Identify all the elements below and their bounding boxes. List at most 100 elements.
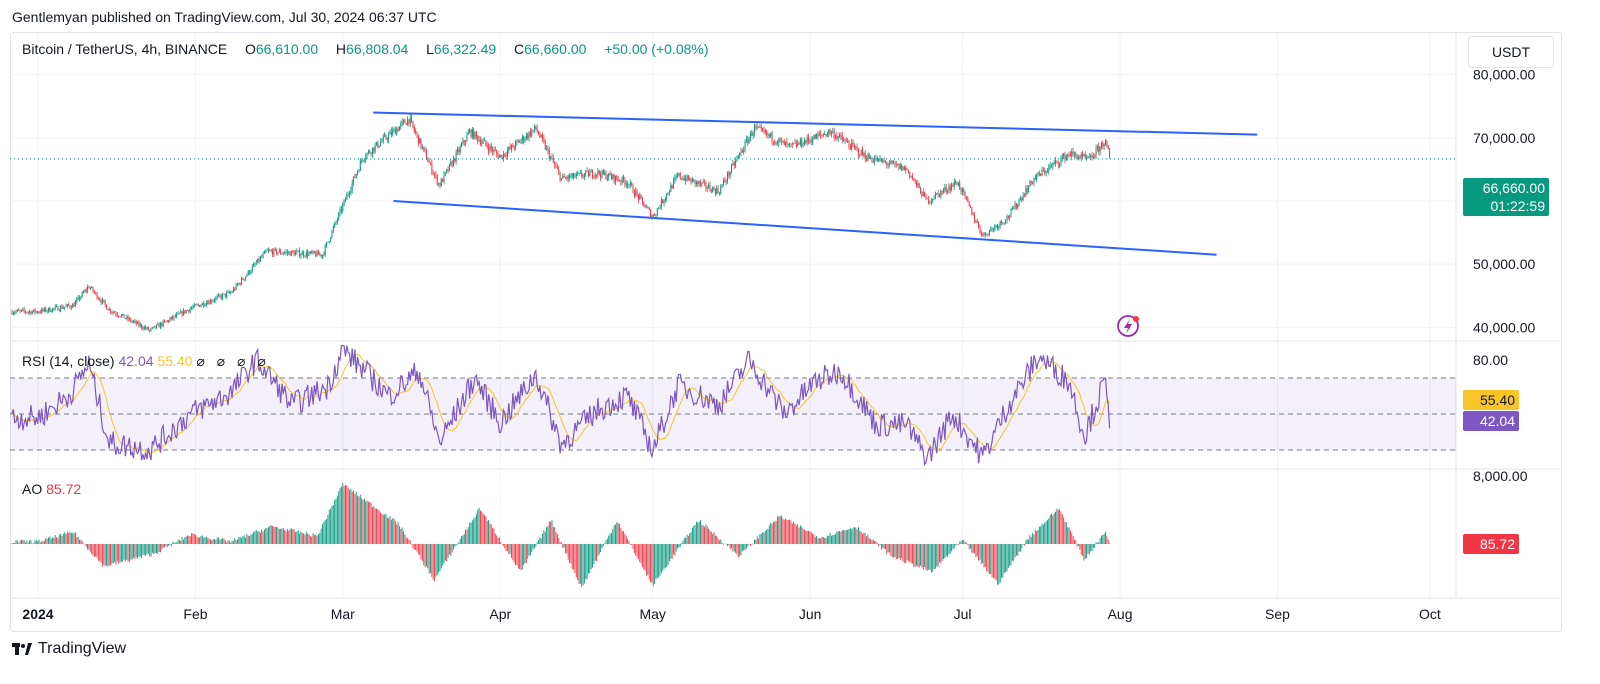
- price-candle: [184, 310, 186, 314]
- ao-bar: [805, 530, 807, 544]
- ao-bar: [508, 544, 510, 554]
- price-candle: [558, 169, 560, 173]
- price-candle: [583, 174, 585, 177]
- hidden-value-icon[interactable]: ⌀ ⌀ ⌀ ⌀: [196, 353, 270, 369]
- price-candle: [477, 135, 479, 141]
- price-candle: [548, 150, 550, 159]
- price-candle: [934, 193, 936, 199]
- ao-bar: [1020, 544, 1021, 552]
- time-axis-tick: Mar: [331, 606, 355, 622]
- price-candle: [353, 176, 355, 183]
- ao-bar: [1106, 536, 1108, 544]
- ao-bar: [897, 544, 899, 560]
- close-label: C: [514, 41, 525, 57]
- ao-bar: [296, 531, 298, 544]
- ao-bar: [68, 532, 70, 544]
- price-candle: [841, 136, 843, 140]
- ao-bar: [48, 537, 49, 544]
- price-candle: [789, 143, 791, 145]
- ao-bar: [903, 544, 905, 563]
- price-candle: [322, 255, 323, 257]
- price-candle: [1024, 195, 1025, 197]
- price-candle: [404, 120, 406, 124]
- symbol-name[interactable]: Bitcoin / TetherUS, 4h, BINANCE: [22, 41, 228, 57]
- ao-bar: [488, 520, 489, 544]
- ao-bar: [178, 539, 180, 544]
- rsi-label[interactable]: RSI (14, close): [22, 353, 115, 369]
- price-candle: [135, 320, 137, 324]
- price-candle: [751, 132, 753, 136]
- ao-bar: [104, 544, 106, 567]
- price-candle: [938, 193, 940, 197]
- price-candle: [1061, 157, 1063, 159]
- price-candle: [239, 283, 241, 285]
- price-candle: [60, 306, 62, 311]
- ao-bar: [727, 544, 728, 547]
- price-candle: [690, 179, 692, 183]
- price-candle: [593, 176, 595, 178]
- ao-bar: [860, 531, 862, 544]
- ao-bar: [426, 544, 427, 567]
- ao-bar: [971, 544, 973, 554]
- price-candle: [894, 163, 896, 165]
- price-candle: [648, 208, 650, 210]
- price-candle: [633, 192, 635, 196]
- ao-bar: [261, 529, 263, 544]
- price-candle: [972, 214, 974, 216]
- price-candle: [187, 310, 188, 311]
- ao-bar: [593, 544, 595, 565]
- price-candle: [424, 148, 426, 152]
- price-candle: [925, 194, 927, 199]
- ao-bar: [184, 537, 186, 544]
- price-candle: [620, 180, 622, 183]
- price-candle: [349, 193, 350, 195]
- price-candle: [601, 170, 603, 178]
- ao-bar: [515, 544, 516, 566]
- ao-bar: [262, 531, 264, 544]
- ao-bar: [751, 543, 753, 545]
- price-candle: [999, 221, 1001, 226]
- price-candle: [610, 175, 612, 179]
- ao-bar: [1033, 534, 1035, 544]
- price-candle: [937, 193, 939, 194]
- ao-bar: [1105, 531, 1106, 544]
- price-candle: [381, 141, 383, 143]
- price-candle: [193, 304, 195, 307]
- price-candle: [394, 128, 396, 135]
- ao-bar: [405, 537, 407, 544]
- ao-bar: [990, 544, 992, 574]
- price-candle: [621, 176, 623, 183]
- ao-bar: [211, 540, 213, 544]
- price-candle: [828, 129, 830, 134]
- ao-bar: [469, 522, 471, 544]
- currency-button[interactable]: USDT: [1468, 36, 1554, 68]
- price-candle: [249, 270, 251, 274]
- price-candle: [674, 178, 676, 181]
- ao-bar: [280, 528, 282, 544]
- ao-bar: [922, 544, 924, 570]
- price-candle: [131, 321, 133, 323]
- price-candle: [498, 155, 500, 158]
- ao-bar: [242, 536, 244, 544]
- price-candle: [101, 299, 103, 303]
- price-candle: [413, 126, 415, 131]
- ao-bar: [837, 531, 839, 544]
- ao-bar: [308, 534, 310, 544]
- price-candle: [338, 213, 340, 220]
- ao-bar: [872, 539, 874, 544]
- price-candle: [760, 127, 762, 129]
- ao-bar: [528, 544, 530, 556]
- price-candle: [238, 283, 240, 285]
- ao-bar: [328, 509, 330, 544]
- tradingview-logo[interactable]: TradingView: [12, 640, 126, 658]
- ao-bar: [817, 538, 819, 544]
- ao-bar: [320, 528, 322, 544]
- price-candle: [978, 222, 980, 227]
- price-candle: [83, 292, 85, 293]
- ao-bar: [986, 544, 988, 571]
- ao-label[interactable]: AO: [22, 481, 43, 497]
- ao-bar: [96, 544, 98, 558]
- ao-bar: [1086, 544, 1088, 559]
- ao-bar: [963, 539, 965, 544]
